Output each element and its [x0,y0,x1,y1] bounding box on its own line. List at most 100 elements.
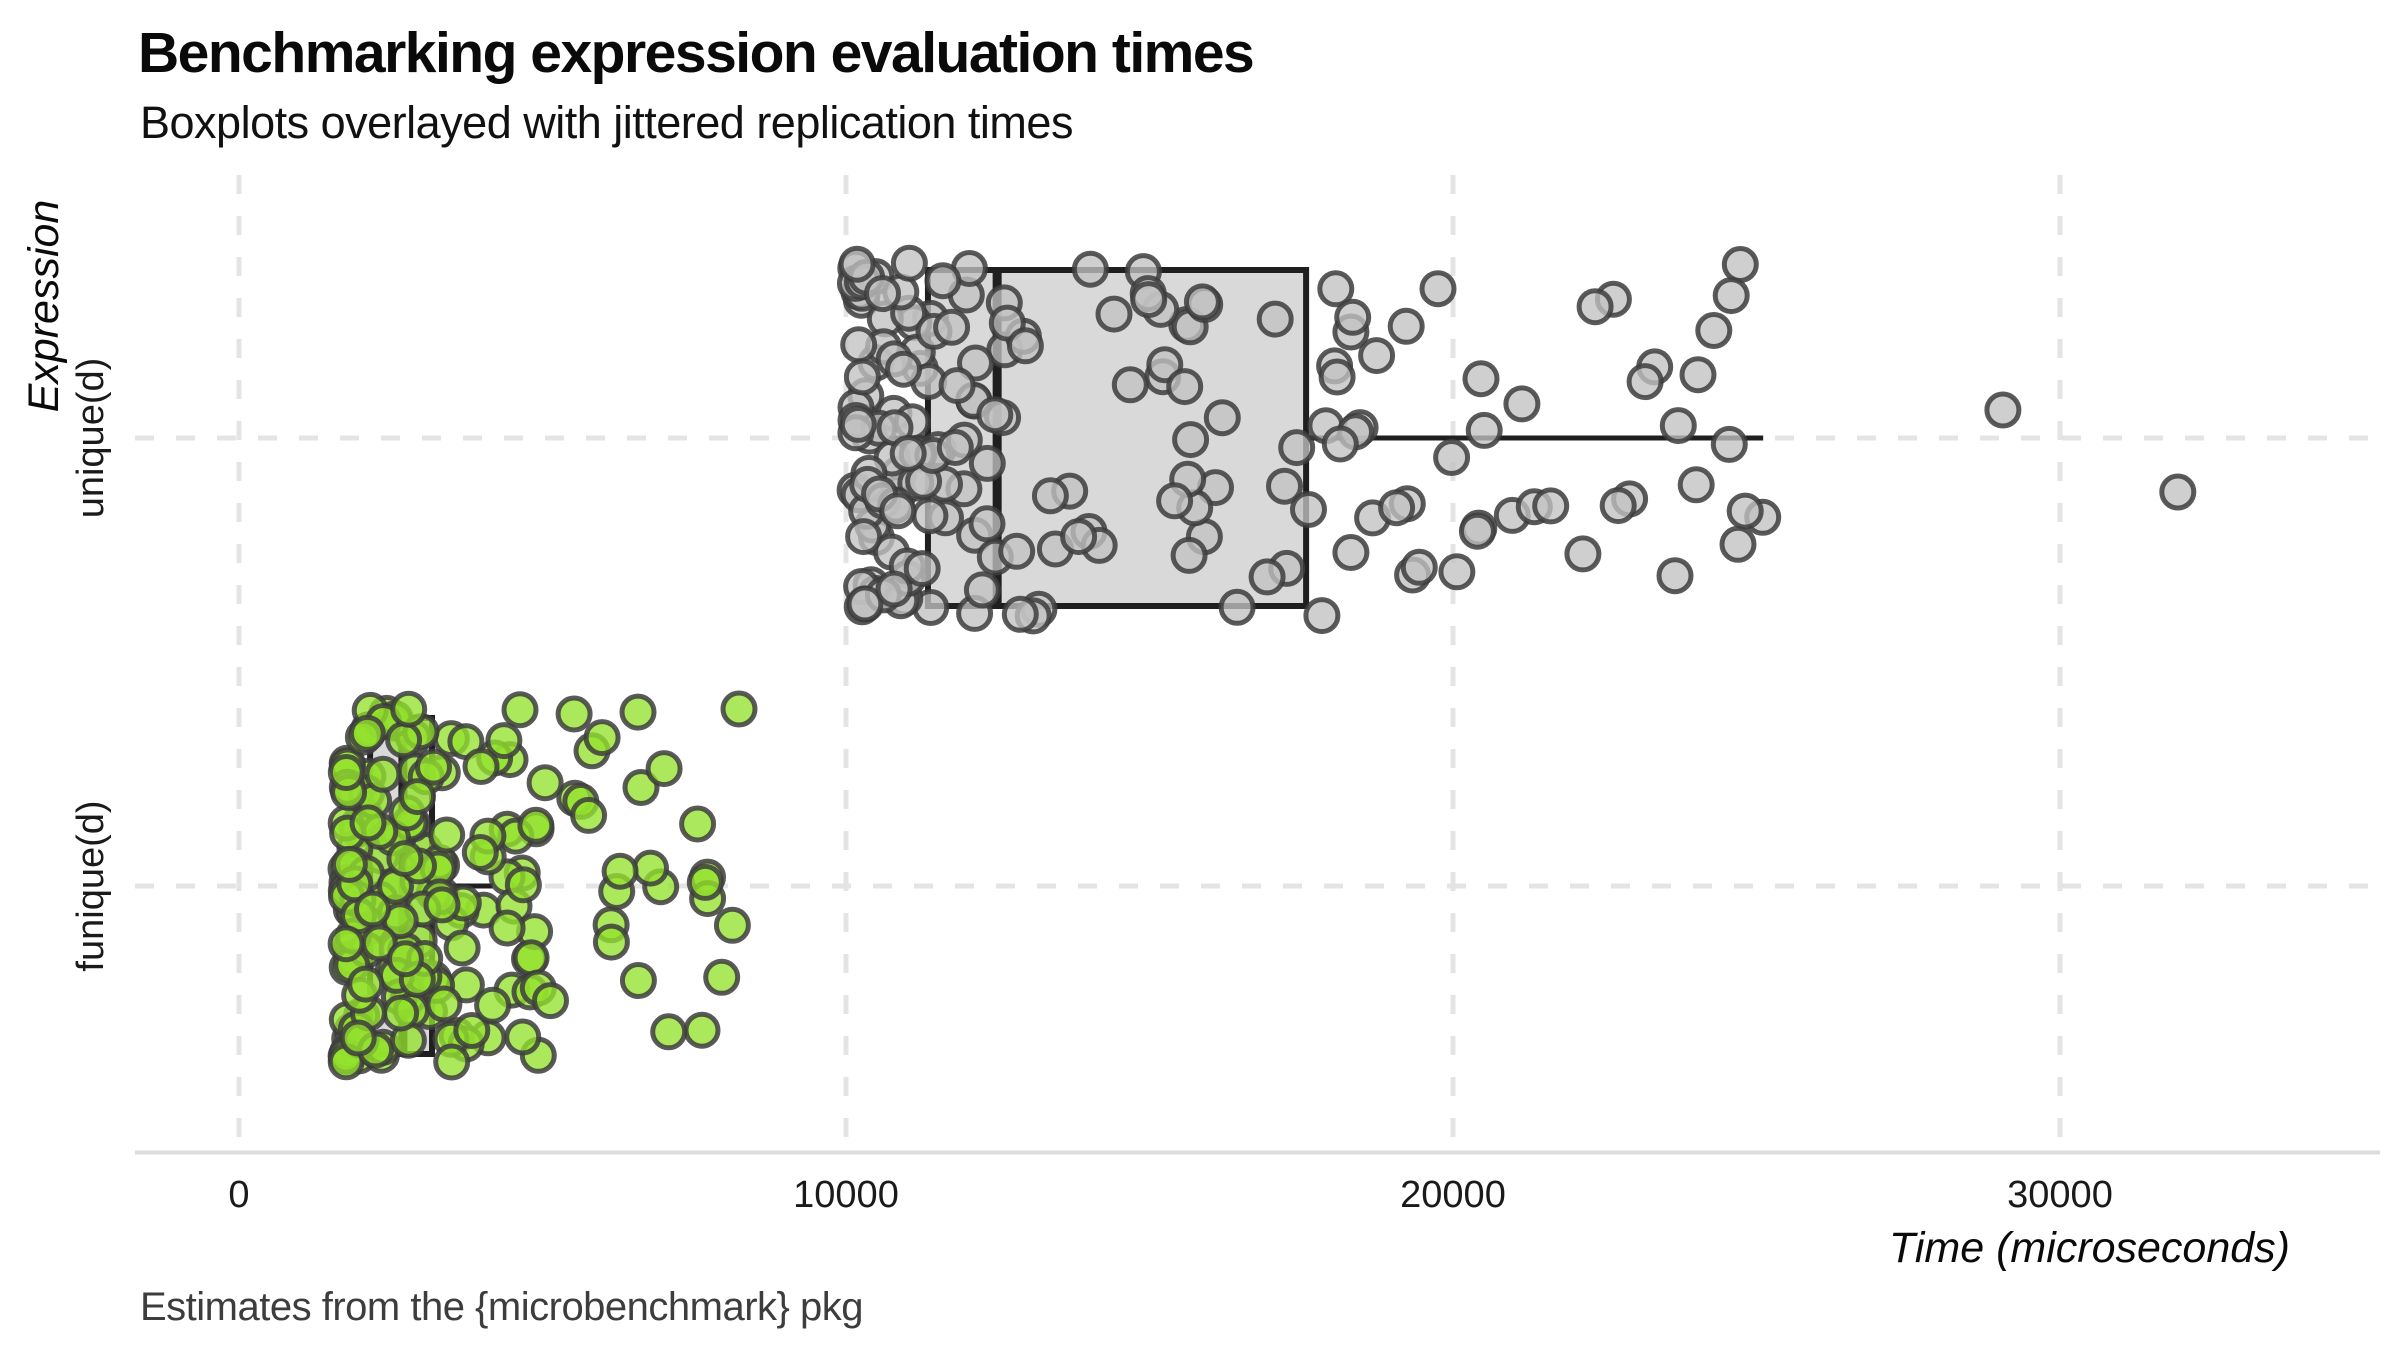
jitter-point [1303,597,1341,635]
jitter-point [845,518,883,556]
jitter-point [875,570,913,608]
jitter-point [1006,327,1044,365]
jitter-point [1170,536,1208,574]
jitter-point [1218,588,1256,626]
y-axis-title: Expression [20,200,68,413]
jitter-point [583,719,621,757]
jitter-point [1321,425,1359,463]
jitter-point [364,755,402,793]
jitter-point [1659,407,1697,445]
jitter-point [1290,491,1327,528]
jitter-point [1111,366,1149,404]
jitter-point [1156,482,1194,520]
jitter-point [348,714,386,752]
jitter-point [1719,525,1757,563]
jitter-point [1172,421,1210,459]
jitter-point [1256,300,1294,338]
jitter-point [1599,487,1637,525]
jitter-point [354,890,391,928]
x-tick-label-0: 0 [228,1174,249,1216]
jitter-point [386,940,424,978]
jitter-point [1387,307,1425,345]
x-tick-label-20000: 20000 [1400,1174,1506,1216]
jitter-point [839,405,877,443]
jitter-point [650,1013,688,1051]
jitter-point [327,925,365,963]
jitter-point [1001,595,1039,633]
jitter-point [864,275,901,313]
jitter-point [485,722,523,760]
jitter-point [532,982,569,1020]
x-tick-label-10000: 10000 [793,1174,899,1216]
jitter-point [1532,487,1570,525]
jitter-point [1503,385,1541,423]
jitter-point [679,805,717,843]
jitter-points-unique(d) [836,244,2197,635]
boxplots-and-points [327,244,2197,1081]
jitter-point [879,492,917,530]
jitter-point [976,396,1014,434]
jitter-point [963,571,1001,609]
jitter-point [968,444,1006,482]
jitter-point [1378,489,1416,527]
jitter-point [1334,298,1372,336]
chart-title: Benchmarking expression evaluation times [138,21,1253,85]
jitter-point [512,939,550,977]
jitter-point [501,691,539,729]
jitter-point [622,769,660,806]
jitter-point [382,994,420,1032]
jitter-point [903,550,941,588]
jitter-point [1419,270,1457,308]
jitter-point [1712,277,1750,315]
jitter-point [330,845,368,883]
jitter-point [1183,283,1221,321]
jitter-point [1679,356,1717,394]
jitter-point [840,326,878,364]
jitter-point [390,690,428,728]
jitter-point [339,1019,377,1057]
jitter-point [843,358,881,396]
jitter-point [517,806,555,844]
jitter-point [889,435,927,472]
jitter-point [645,750,683,788]
jitter-point [474,986,512,1024]
jitter-point [1332,534,1370,571]
jitter-point [592,923,630,961]
jitter-point [433,1043,471,1081]
jitter-point [1318,358,1356,396]
jitter-point [1203,399,1241,437]
jitter-point [386,840,424,878]
jitter-point [504,866,542,904]
jitter-point [399,778,436,816]
jitter-point [1400,548,1438,586]
jitter-point [619,962,657,999]
jitter-point [1166,368,1204,406]
jitter-point [526,764,564,802]
jitter-point [462,748,500,785]
jitter-point [570,796,608,834]
jitter-point [1726,492,1764,530]
jitter-point [443,929,481,967]
x-axis-title: Time (microseconds) [1889,1224,2290,1272]
jitter-point [1438,553,1476,591]
y-category-label-unique: unique(d) [70,358,112,519]
jitter-point [428,816,466,854]
jitter-point [924,262,962,300]
jitter-point [1095,295,1133,333]
x-tick-label-30000: 30000 [2007,1174,2113,1216]
jitter-point [838,245,876,283]
jitter-point [1266,467,1303,505]
jitter-point [683,1011,721,1049]
jitter-point [703,958,741,996]
jitter-point [1465,411,1503,449]
jitter-point [349,804,387,842]
jitter-point [619,693,657,731]
jitter-point [968,505,1006,543]
jitter-point [453,1012,491,1049]
jitter-point [488,909,526,947]
chart-subtitle: Boxplots overlayed with jittered replica… [140,97,1073,148]
jitter-point [423,886,461,924]
jitter-point [1656,557,1694,595]
jitter-point [936,429,974,466]
jitter-point [1060,518,1098,556]
